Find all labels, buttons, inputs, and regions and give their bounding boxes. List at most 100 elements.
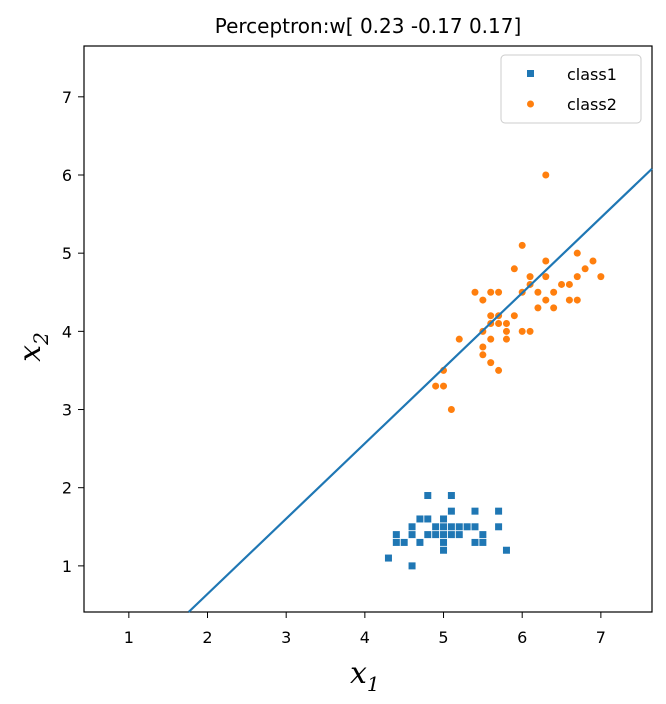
y-axis-label-main: x <box>13 345 48 362</box>
class1-point <box>455 523 463 531</box>
class1-point <box>424 531 432 539</box>
x-axis-label-subscript: 1 <box>367 672 380 696</box>
class1-point <box>440 523 448 531</box>
class1-point <box>416 515 424 523</box>
class1-point <box>440 531 448 539</box>
class1-point <box>440 515 448 523</box>
class2-point <box>565 280 573 288</box>
class2-point <box>455 335 463 343</box>
y-tick-label: 6 <box>62 166 72 185</box>
y-tick-label: 3 <box>62 401 72 420</box>
class1-point <box>408 562 416 570</box>
class1-point <box>447 523 455 531</box>
plot-layer <box>187 167 653 613</box>
class1-point <box>440 538 448 546</box>
y-tick-label: 2 <box>62 479 72 498</box>
class2-point <box>495 366 503 374</box>
class2-point <box>589 257 597 265</box>
class2-point <box>495 320 503 328</box>
class2-point <box>479 296 487 304</box>
x-axis-label-main: x <box>350 656 367 691</box>
class2-point <box>597 273 605 281</box>
class1-point <box>392 531 400 539</box>
class1-point <box>495 523 503 531</box>
class2-point <box>510 312 518 320</box>
class2-point <box>471 288 479 296</box>
y-tick-label: 7 <box>62 88 72 107</box>
class2-point <box>502 327 510 335</box>
legend-box <box>500 54 642 124</box>
class2-point <box>542 257 550 265</box>
class2-point <box>526 327 534 335</box>
class1-point <box>471 523 479 531</box>
y-axis-label: x2 <box>13 332 53 362</box>
class1-point <box>447 492 455 500</box>
y-axis-ticks: 1 2 3 4 5 6 7 <box>62 88 84 576</box>
class1-point <box>408 531 416 539</box>
x-tick-label: 5 <box>438 628 448 647</box>
class1-point <box>432 531 440 539</box>
x-tick-label: 4 <box>360 628 370 647</box>
class2-point <box>573 249 581 257</box>
class2-point <box>502 335 510 343</box>
class2-point <box>487 335 495 343</box>
class2-point <box>565 296 573 304</box>
class2-point <box>542 296 550 304</box>
class1-point <box>502 546 510 554</box>
class2-point <box>534 304 542 312</box>
chart-title: Perceptron:w[ 0.23 -0.17 0.17] <box>215 14 522 38</box>
class1-point <box>440 546 448 554</box>
y-tick-label: 1 <box>62 557 72 576</box>
legend: class1 class2 <box>500 54 642 124</box>
class2-point <box>432 382 440 390</box>
y-tick-label: 4 <box>62 322 72 341</box>
y-axis-label-subscript: 2 <box>29 332 53 346</box>
class1-point <box>416 538 424 546</box>
plot-frame <box>83 45 653 613</box>
class2-point <box>447 406 455 414</box>
legend-class1-marker <box>527 70 534 77</box>
class1-point <box>432 523 440 531</box>
class2-point <box>526 273 534 281</box>
class2-point <box>479 351 487 359</box>
class1-point <box>471 507 479 515</box>
legend-class2-marker <box>527 100 534 108</box>
class1-point <box>400 538 408 546</box>
legend-class2-label: class2 <box>567 95 617 114</box>
class2-point <box>550 288 558 296</box>
class2-point <box>550 304 558 312</box>
class1-point <box>424 492 432 500</box>
class2-point <box>573 296 581 304</box>
class2-point <box>542 171 550 179</box>
class2-point <box>440 382 448 390</box>
x-tick-label: 3 <box>281 628 291 647</box>
class2-point <box>495 288 503 296</box>
class2-point <box>534 288 542 296</box>
x-tick-label: 2 <box>202 628 212 647</box>
class1-point <box>479 531 487 539</box>
class2-point <box>502 320 510 328</box>
class1-point <box>479 538 487 546</box>
x-tick-label: 1 <box>124 628 134 647</box>
class1-point <box>447 531 455 539</box>
class1-point <box>424 515 432 523</box>
class2-point <box>558 280 566 288</box>
class2-point <box>573 273 581 281</box>
class1-point <box>408 523 416 531</box>
class2-point <box>487 359 495 367</box>
class2-point <box>542 273 550 281</box>
x-axis-label: x1 <box>350 656 380 696</box>
class1-point <box>447 507 455 515</box>
class2-point <box>581 265 589 273</box>
class2-point <box>518 327 526 335</box>
class2-point <box>479 343 487 351</box>
x-tick-label: 7 <box>596 628 606 647</box>
class2-point <box>487 288 495 296</box>
class1-point <box>392 538 400 546</box>
decision-boundary-line <box>187 167 653 613</box>
legend-class1-label: class1 <box>567 65 617 84</box>
x-axis-ticks: 1 2 3 4 5 6 7 <box>124 612 606 647</box>
class1-point <box>463 523 471 531</box>
class1-point <box>495 507 503 515</box>
